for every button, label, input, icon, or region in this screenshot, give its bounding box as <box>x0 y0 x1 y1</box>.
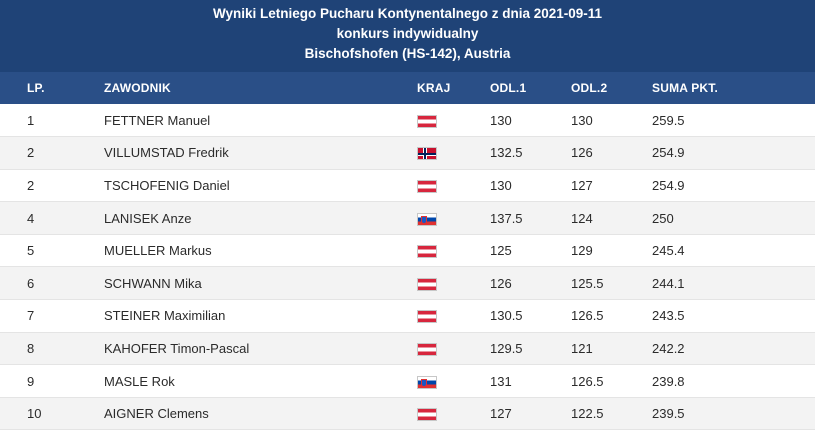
jump2-distance-cell: 122.5 <box>571 406 604 422</box>
banner-subtitle: konkurs indywidualny <box>336 26 479 41</box>
jump1-distance-cell: 126 <box>490 275 512 291</box>
jump1-distance-cell: 130 <box>490 112 512 128</box>
country-cell <box>417 202 490 235</box>
table-row: 6 SCHWANN Mika 126 125.5 244.1 <box>0 266 815 300</box>
athlete-name-cell: AIGNER Clemens <box>104 406 209 422</box>
table-row: 1 FETTNER Manuel 130 130 259.5 <box>0 104 815 137</box>
rank-cell: 2 <box>27 177 35 193</box>
results-table: LP. ZAWODNIK KRAJ ODL.1 ODL.2 SUMA PKT. … <box>0 72 815 430</box>
jump1-distance-cell: 132.5 <box>490 145 523 161</box>
rank-cell: 1 <box>27 112 35 128</box>
total-points-cell: 254.9 <box>652 145 685 161</box>
austria-flag-icon <box>417 277 437 291</box>
jump2-distance-cell: 129 <box>571 243 593 259</box>
slovenia-flag-icon <box>417 212 437 226</box>
total-points-cell: 242.2 <box>652 340 685 356</box>
country-cell <box>417 332 490 365</box>
jump2-distance-cell: 126 <box>571 145 593 161</box>
total-points-cell: 254.9 <box>652 177 685 193</box>
jump2-distance-cell: 130 <box>571 112 593 128</box>
rank-cell: 6 <box>27 275 35 291</box>
table-row: 8 KAHOFER Timon-Pascal 129.5 121 242.2 <box>0 332 815 365</box>
austria-flag-icon <box>417 180 437 194</box>
jump2-distance-cell: 126.5 <box>571 308 604 324</box>
athlete-name-cell: KAHOFER Timon-Pascal <box>104 340 250 356</box>
country-cell <box>417 397 490 430</box>
rank-cell: 7 <box>27 308 35 324</box>
total-points-cell: 239.5 <box>652 406 685 422</box>
country-cell <box>417 169 490 202</box>
athlete-name-cell: MUELLER Markus <box>104 243 212 259</box>
table-row: 2 VILLUMSTAD Fredrik 132.5 126 254.9 <box>0 136 815 170</box>
rank-cell: 8 <box>27 340 35 356</box>
jump2-distance-cell: 126.5 <box>571 373 604 389</box>
table-row: 2 TSCHOFENIG Daniel 130 127 254.9 <box>0 169 815 202</box>
table-row: 5 MUELLER Markus 125 129 245.4 <box>0 234 815 267</box>
column-header-odl1: ODL.1 <box>490 81 527 95</box>
rank-cell: 4 <box>27 210 35 226</box>
jump2-distance-cell: 124 <box>571 210 593 226</box>
column-header-lp: LP. <box>27 81 45 95</box>
athlete-name-cell: FETTNER Manuel <box>104 112 211 128</box>
athlete-name-cell: VILLUMSTAD Fredrik <box>104 145 229 161</box>
table-header-row: LP. ZAWODNIK KRAJ ODL.1 ODL.2 SUMA PKT. <box>0 72 815 104</box>
jump1-distance-cell: 137.5 <box>490 210 523 226</box>
country-cell <box>417 137 490 170</box>
rank-cell: 5 <box>27 243 35 259</box>
country-cell <box>417 234 490 267</box>
total-points-cell: 245.4 <box>652 243 685 259</box>
table-row: 10 AIGNER Clemens 127 122.5 239.5 <box>0 397 815 430</box>
banner-venue: Bischofshofen (HS-142), Austria <box>304 46 511 61</box>
austria-flag-icon <box>417 408 437 422</box>
norway-flag-icon <box>417 147 437 161</box>
country-cell <box>417 365 490 398</box>
banner-title: Wyniki Letniego Pucharu Kontynentalnego … <box>212 6 603 21</box>
total-points-cell: 239.8 <box>652 373 685 389</box>
table-row: 4 LANISEK Anze 137.5 124 250 <box>0 201 815 235</box>
jump2-distance-cell: 127 <box>571 177 593 193</box>
jump1-distance-cell: 131 <box>490 373 512 389</box>
rank-cell: 2 <box>27 145 35 161</box>
athlete-name-cell: STEINER Maximilian <box>104 308 226 324</box>
athlete-name-cell: LANISEK Anze <box>104 210 192 226</box>
jump1-distance-cell: 129.5 <box>490 340 523 356</box>
slovenia-flag-icon <box>417 375 437 389</box>
athlete-name-cell: TSCHOFENIG Daniel <box>104 177 230 193</box>
country-cell <box>417 104 490 137</box>
jump1-distance-cell: 130 <box>490 177 512 193</box>
country-cell <box>417 267 490 300</box>
total-points-cell: 244.1 <box>652 275 685 291</box>
country-cell <box>417 300 490 333</box>
column-header-odl2: ODL.2 <box>571 81 608 95</box>
jump2-distance-cell: 121 <box>571 340 593 356</box>
rank-cell: 9 <box>27 373 35 389</box>
total-points-cell: 259.5 <box>652 112 685 128</box>
jump2-distance-cell: 125.5 <box>571 275 604 291</box>
results-table-body: 1 FETTNER Manuel 130 130 259.5 2 VILLUMSTAD Fr… <box>0 104 815 430</box>
athlete-name-cell: MASLE Rok <box>104 373 175 389</box>
results-banner: Wyniki Letniego Pucharu Kontynentalnego … <box>0 0 815 72</box>
column-header-athlete: ZAWODNIK <box>104 81 171 95</box>
total-points-cell: 250 <box>652 210 674 226</box>
rank-cell: 10 <box>27 406 42 422</box>
table-row: 9 MASLE Rok 131 126.5 239.8 <box>0 365 815 398</box>
jump1-distance-cell: 127 <box>490 406 512 422</box>
jump1-distance-cell: 125 <box>490 243 512 259</box>
athlete-name-cell: SCHWANN Mika <box>104 275 202 291</box>
austria-flag-icon <box>417 114 437 128</box>
austria-flag-icon <box>417 245 437 259</box>
column-header-sum: SUMA PKT. <box>652 81 719 95</box>
austria-flag-icon <box>417 342 437 356</box>
jump1-distance-cell: 130.5 <box>490 308 523 324</box>
austria-flag-icon <box>417 310 437 324</box>
total-points-cell: 243.5 <box>652 308 685 324</box>
column-header-country: KRAJ <box>417 81 451 95</box>
table-row: 7 STEINER Maximilian 130.5 126.5 243.5 <box>0 300 815 333</box>
